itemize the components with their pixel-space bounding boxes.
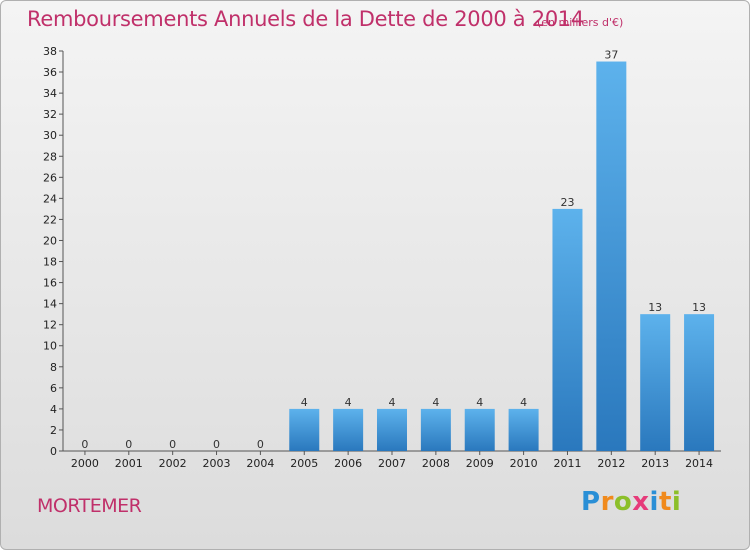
y-tick-label: 22 <box>43 213 57 226</box>
bar <box>420 408 451 451</box>
logo-letter: i <box>671 487 682 517</box>
x-tick-label: 2013 <box>641 457 669 470</box>
y-tick-label: 34 <box>43 87 57 100</box>
bar <box>596 61 627 452</box>
y-tick-label: 20 <box>43 234 57 247</box>
data-label: 0 <box>169 438 176 451</box>
data-label: 23 <box>560 196 574 209</box>
y-tick-label: 10 <box>43 340 57 353</box>
y-tick-label: 4 <box>50 403 57 416</box>
x-tick-label: 2012 <box>597 457 625 470</box>
logo-letter: r <box>600 487 614 517</box>
unit-label: (en milliers d'€) <box>537 16 624 29</box>
y-tick-label: 6 <box>50 382 57 395</box>
bar <box>464 408 495 451</box>
x-tick-label: 2011 <box>553 457 581 470</box>
data-label: 4 <box>476 396 483 409</box>
commune-name: MORTEMER <box>37 495 142 517</box>
y-tick-label: 32 <box>43 108 57 121</box>
y-tick-label: 16 <box>43 277 57 290</box>
data-label: 0 <box>213 438 220 451</box>
y-tick-label: 24 <box>43 192 57 205</box>
chart-title: Remboursements Annuels de la Dette de 20… <box>27 7 584 31</box>
data-label: 4 <box>301 396 308 409</box>
x-tick-label: 2008 <box>422 457 450 470</box>
y-tick-label: 14 <box>43 298 57 311</box>
data-label: 0 <box>125 438 132 451</box>
x-tick-label: 2010 <box>510 457 538 470</box>
y-tick-label: 28 <box>43 150 57 163</box>
data-label: 4 <box>389 396 396 409</box>
bar <box>552 208 583 451</box>
data-label: 4 <box>345 396 352 409</box>
x-tick-label: 2003 <box>203 457 231 470</box>
logo-letter: t <box>658 487 672 517</box>
y-tick-label: 38 <box>43 45 57 58</box>
x-tick-label: 2006 <box>334 457 362 470</box>
data-label: 13 <box>692 301 706 314</box>
x-tick-label: 2001 <box>115 457 143 470</box>
data-label: 0 <box>257 438 264 451</box>
logo-letter: o <box>613 487 633 517</box>
data-label: 4 <box>432 396 439 409</box>
y-tick-label: 30 <box>43 129 57 142</box>
logo-letter: P <box>581 487 601 517</box>
x-tick-label: 2014 <box>685 457 713 470</box>
logo-letter: x <box>632 487 650 517</box>
y-tick-label: 8 <box>50 361 57 374</box>
x-tick-label: 2007 <box>378 457 406 470</box>
bar <box>684 314 715 451</box>
x-tick-label: 2004 <box>246 457 274 470</box>
x-tick-label: 2005 <box>290 457 318 470</box>
y-tick-label: 18 <box>43 256 57 269</box>
y-tick-label: 36 <box>43 66 57 79</box>
x-tick-label: 2000 <box>71 457 99 470</box>
data-label: 37 <box>604 49 618 62</box>
x-tick-label: 2002 <box>159 457 187 470</box>
x-tick-label: 2009 <box>466 457 494 470</box>
y-tick-label: 2 <box>50 424 57 437</box>
y-tick-label: 12 <box>43 319 57 332</box>
data-label: 0 <box>81 438 88 451</box>
bar <box>377 408 407 451</box>
y-tick-label: 26 <box>43 171 57 184</box>
bar <box>640 314 671 451</box>
data-label: 4 <box>520 396 527 409</box>
bar <box>333 408 364 451</box>
bar <box>508 408 539 451</box>
proxiti-logo: Proxiti <box>581 487 681 517</box>
y-tick-label: 0 <box>50 445 57 458</box>
data-label: 13 <box>648 301 662 314</box>
bar <box>289 408 320 451</box>
logo-letter: i <box>649 487 659 517</box>
